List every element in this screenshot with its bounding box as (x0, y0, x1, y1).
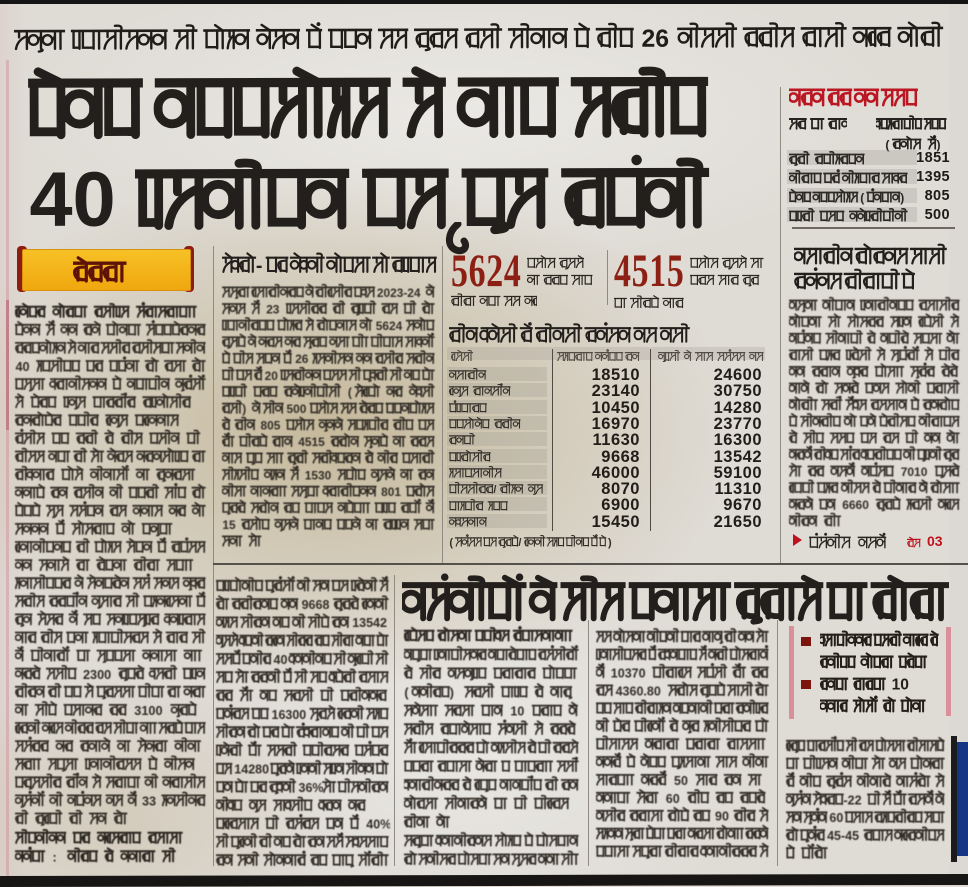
svg-text:23: 23 (266, 302, 280, 316)
svg-text:26: 26 (641, 26, 669, 53)
svg-text:13542: 13542 (352, 616, 387, 630)
svg-text:/: / (493, 484, 496, 496)
svg-text:60: 60 (829, 811, 843, 825)
svg-text:33: 33 (142, 795, 156, 809)
svg-text:1530: 1530 (305, 468, 332, 482)
svg-text:2023-24: 2023-24 (377, 285, 421, 299)
svg-text:7010: 7010 (901, 465, 928, 479)
svg-text:500: 500 (287, 402, 307, 416)
svg-text:50: 50 (674, 774, 688, 788)
svg-text:10: 10 (510, 704, 524, 718)
svg-text:60: 60 (666, 792, 680, 806)
svg-text:20: 20 (265, 368, 279, 382)
svg-text:10370: 10370 (611, 667, 646, 681)
svg-text:): ) (242, 402, 246, 416)
svg-text:5624: 5624 (376, 319, 403, 333)
svg-text:805: 805 (261, 418, 281, 432)
svg-text:40: 40 (274, 653, 288, 667)
svg-text:10: 10 (892, 677, 910, 694)
svg-text:/: / (518, 537, 521, 549)
svg-text:-: - (256, 255, 263, 277)
svg-text:90: 90 (715, 810, 729, 824)
svg-text:(: ( (348, 385, 352, 399)
svg-text:(: ( (885, 137, 890, 151)
svg-text:16300: 16300 (272, 708, 307, 722)
svg-text:): ) (937, 137, 941, 151)
svg-text:): ) (900, 190, 904, 204)
svg-text:45-45: 45-45 (827, 829, 859, 843)
svg-text::: : (53, 851, 57, 865)
svg-text:): ) (450, 686, 454, 700)
svg-text:36%: 36% (299, 781, 324, 795)
svg-text:(: ( (404, 686, 409, 700)
svg-text:15: 15 (222, 518, 236, 532)
svg-text:26: 26 (295, 352, 309, 366)
svg-text:2300: 2300 (83, 668, 111, 682)
svg-text:): ) (608, 537, 612, 549)
svg-text:40%: 40% (366, 818, 390, 832)
svg-text:6660: 6660 (842, 498, 869, 512)
svg-text:40: 40 (29, 156, 115, 242)
svg-text:4515: 4515 (298, 435, 325, 449)
svg-text:9668: 9668 (302, 598, 330, 612)
svg-text:-22: -22 (844, 793, 862, 807)
svg-text:4360.80: 4360.80 (616, 684, 661, 698)
svg-text:801: 801 (381, 485, 401, 499)
svg-text:40: 40 (16, 360, 30, 374)
svg-text:(: ( (449, 537, 453, 549)
svg-text:14280: 14280 (234, 763, 269, 777)
svg-text:3100: 3100 (134, 704, 162, 718)
svg-text:(: ( (860, 190, 865, 204)
